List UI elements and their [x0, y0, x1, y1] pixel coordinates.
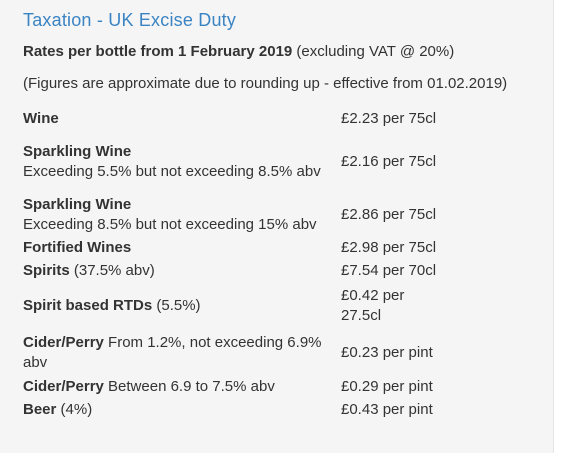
rate-item-desc: From 1.2%, not exceeding 6.9% abv: [23, 334, 322, 371]
rates-subtitle-rest: (excluding VAT @ 20%): [292, 43, 455, 60]
rounding-note: (Figures are approximate due to rounding…: [23, 75, 508, 92]
rate-value: £0.43 per pint: [341, 401, 433, 418]
rate-row-beer: Beer (4%) £0.43 per pint: [23, 399, 523, 421]
rate-item-name: Cider/Perry: [23, 334, 104, 351]
rate-value: £2.98 per 75cl: [341, 238, 437, 256]
rate-row-sparkling-wine-low: Sparkling Wine Exceeding 5.5% but not ex…: [23, 132, 523, 192]
rate-value: £2.86 per 75cl: [341, 206, 437, 223]
rate-item-name: Sparkling Wine: [23, 196, 132, 213]
rate-row-wine: Wine £2.23 per 75cl: [23, 108, 523, 130]
rate-item-desc: (4%): [56, 401, 93, 418]
rate-row-spirit-rtds: Spirit based RTDs (5.5%) £0.42 per 27.5c…: [23, 283, 523, 329]
rate-item: Beer (4%): [23, 400, 341, 420]
rate-value: £2.23 per 75cl: [341, 110, 437, 127]
rate-item-desc: Between 6.9 to 7.5% abv: [103, 378, 275, 395]
rate-item: Sparkling Wine Exceeding 8.5% but not ex…: [23, 195, 341, 235]
rate-value: £0.29 per pint: [341, 378, 433, 395]
rate-value: £0.23 per pint: [341, 344, 433, 361]
rate-item-name: Spirits: [23, 262, 70, 279]
rate-item-desc: (37.5% abv): [69, 262, 155, 279]
rate-row-fortified-wines: Fortified Wines £2.98 per 75cl: [23, 236, 523, 259]
duty-rates-table: Wine £2.23 per 75cl Sparkling Wine Excee…: [23, 108, 523, 421]
rate-item: Spirit based RTDs (5.5%): [23, 296, 341, 316]
rate-value: £7.54 per 70cl: [341, 262, 437, 279]
rate-item-desc: Exceeding 5.5% but not exceeding 8.5% ab…: [23, 163, 321, 180]
rate-item-desc: Exceeding 8.5% but not exceeding 15% abv: [23, 216, 317, 233]
panel-title: Taxation - UK Excise Duty: [23, 10, 237, 30]
rate-item-name: Fortified Wines: [23, 238, 132, 256]
rates-subtitle: Rates per bottle from 1 February 2019 (e…: [23, 43, 454, 60]
rate-item-desc: (5.5%): [152, 297, 201, 314]
rate-value: £2.16 per 75cl: [341, 153, 437, 170]
rate-row-spirits: Spirits (37.5% abv) £7.54 per 70cl: [23, 259, 523, 283]
rate-item-name: Beer: [23, 401, 57, 418]
rate-item: Spirits (37.5% abv): [23, 261, 341, 281]
rate-item: Cider/Perry Between 6.9 to 7.5% abv: [23, 377, 341, 397]
rate-item: Sparkling Wine Exceeding 5.5% but not ex…: [23, 142, 341, 182]
rate-item-name: Spirit based RTDs: [23, 297, 153, 314]
rate-item-name: Wine: [23, 110, 59, 127]
rate-item-name: Cider/Perry: [23, 378, 104, 395]
rate-row-cider-perry-low: Cider/Perry From 1.2%, not exceeding 6.9…: [23, 331, 523, 375]
rate-item: Wine: [23, 109, 341, 129]
rate-value: £0.42 per 27.5cl: [341, 287, 405, 324]
rate-row-sparkling-wine-high: Sparkling Wine Exceeding 8.5% but not ex…: [23, 194, 523, 236]
rate-row-cider-perry-high: Cider/Perry Between 6.9 to 7.5% abv £0.2…: [23, 375, 523, 399]
rate-item-name: Sparkling Wine: [23, 143, 132, 160]
rate-item: Fortified Wines: [23, 238, 341, 258]
rate-item: Cider/Perry From 1.2%, not exceeding 6.9…: [23, 333, 323, 373]
rates-subtitle-bold: Rates per bottle from 1 February 2019: [23, 43, 293, 60]
